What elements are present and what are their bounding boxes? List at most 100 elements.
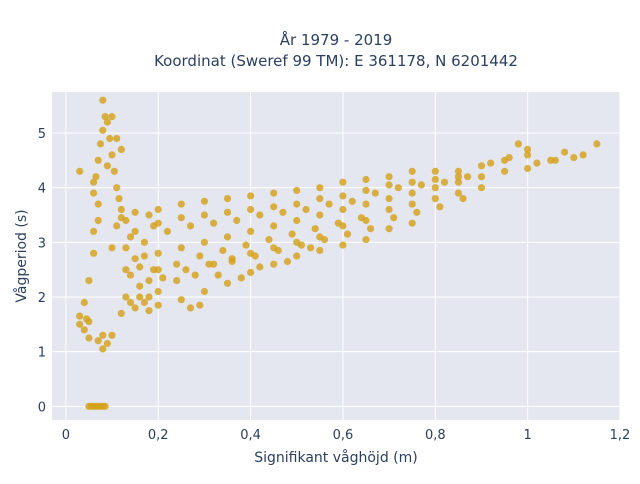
data-point	[283, 257, 292, 266]
data-point	[219, 246, 227, 255]
data-point	[362, 200, 370, 208]
x-tick-label: 0	[62, 428, 70, 443]
data-point	[223, 195, 232, 203]
data-point	[297, 241, 305, 249]
data-point	[316, 246, 324, 255]
data-point	[177, 214, 185, 222]
data-point	[408, 219, 416, 227]
data-point	[131, 227, 139, 235]
data-point	[106, 134, 114, 143]
data-point	[103, 339, 111, 348]
data-point	[311, 225, 319, 233]
data-point	[117, 309, 125, 317]
data-point	[76, 167, 84, 175]
y-tick-labels: 0 1 2 3 4 5	[38, 127, 46, 415]
data-point	[145, 293, 153, 301]
data-point	[140, 298, 148, 307]
data-point	[101, 113, 109, 121]
data-point	[145, 277, 153, 285]
data-point	[293, 216, 301, 225]
data-point	[454, 178, 462, 186]
y-tick-label: 2	[38, 291, 46, 306]
data-point	[362, 175, 370, 184]
data-point	[454, 189, 462, 197]
data-point	[92, 173, 100, 181]
data-point	[367, 225, 375, 233]
data-point	[436, 203, 444, 211]
data-point	[501, 167, 509, 175]
data-point	[343, 230, 352, 238]
data-point	[90, 189, 98, 197]
data-point	[136, 282, 144, 290]
data-point	[233, 216, 241, 225]
data-point	[293, 252, 301, 260]
data-point	[339, 241, 347, 249]
data-point	[524, 164, 532, 173]
data-point	[223, 279, 232, 287]
data-point	[99, 345, 107, 353]
data-point	[408, 178, 416, 186]
data-point	[131, 255, 139, 263]
data-point	[126, 298, 135, 307]
data-point	[459, 195, 467, 203]
data-point	[200, 197, 208, 205]
data-point	[316, 184, 324, 192]
data-point	[256, 263, 264, 271]
data-point	[94, 216, 102, 225]
data-point	[487, 159, 495, 167]
data-point	[464, 173, 472, 181]
data-point	[334, 219, 342, 227]
data-point	[154, 287, 162, 296]
data-point	[154, 249, 162, 257]
data-point	[477, 162, 486, 170]
data-point	[431, 195, 439, 203]
data-point	[214, 271, 222, 279]
y-tick-label: 5	[38, 127, 46, 142]
data-point	[76, 320, 84, 328]
data-point	[265, 236, 273, 244]
data-point	[270, 260, 278, 268]
data-point	[533, 159, 541, 167]
data-point	[85, 334, 93, 342]
x-axis-label: Signifikant våghöjd (m)	[254, 449, 417, 466]
data-point	[514, 140, 523, 148]
data-point	[593, 140, 601, 148]
data-point	[99, 96, 107, 104]
data-point	[454, 173, 462, 181]
y-tick-label: 0	[38, 400, 46, 415]
data-point	[177, 244, 185, 252]
data-point	[431, 184, 439, 192]
data-point	[115, 195, 123, 203]
data-point	[302, 205, 310, 214]
y-axis-label: Vågperiod (s)	[13, 209, 30, 302]
data-point	[145, 307, 153, 315]
data-point	[196, 252, 204, 260]
data-point	[85, 277, 93, 285]
data-point	[385, 195, 393, 203]
data-point	[122, 266, 130, 274]
data-point	[200, 287, 208, 296]
data-point	[94, 337, 102, 345]
data-point	[196, 301, 204, 309]
data-point	[270, 222, 278, 230]
data-point	[348, 197, 356, 205]
data-point	[408, 189, 416, 197]
x-tick-label: 0,6	[333, 428, 354, 443]
data-point	[96, 140, 105, 148]
data-point	[108, 113, 116, 121]
x-tick-label: 1,2	[610, 428, 631, 443]
chart-title-line1: År 1979 - 2019	[280, 30, 393, 49]
data-point	[103, 118, 111, 126]
data-point	[131, 304, 139, 312]
data-point	[390, 214, 398, 222]
data-point	[362, 186, 370, 194]
data-point	[339, 205, 347, 214]
data-point	[288, 230, 296, 238]
x-tick-label: 0,2	[148, 428, 169, 443]
y-tick-label: 1	[38, 346, 46, 361]
data-point	[417, 181, 425, 189]
data-point	[339, 192, 347, 200]
data-point	[99, 331, 107, 339]
